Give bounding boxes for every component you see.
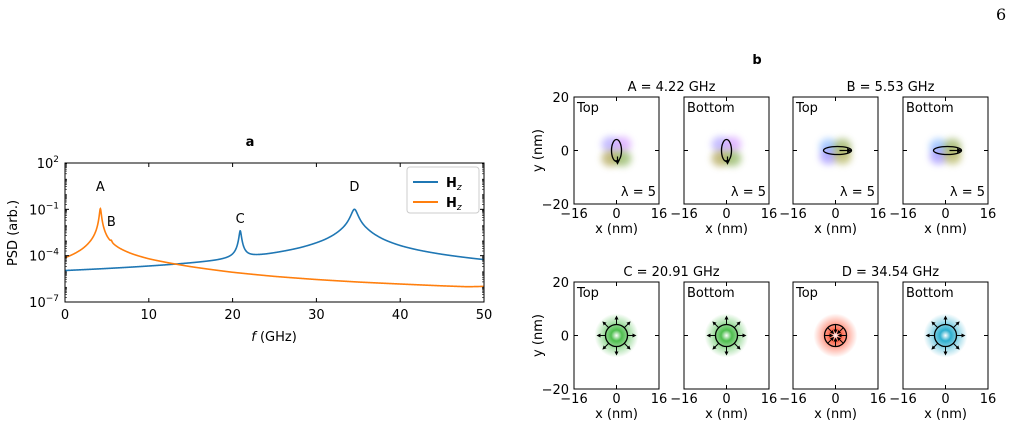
mode-map-3: Top λ = 5 −16 0 16 x (nm) — [779, 96, 887, 237]
x-tick-label: 40 — [392, 308, 409, 323]
x-tick-label: 0 — [831, 207, 839, 222]
peak-label-b: B — [107, 215, 116, 230]
mode-title: C = 20.91 GHz — [623, 265, 719, 280]
panel-a-label: a — [246, 135, 255, 150]
lambda-label: λ = 5 — [621, 185, 656, 200]
mode-map-4: Bottom λ = 5 −16 0 16 x (nm) — [889, 96, 997, 237]
x-tick-label: 30 — [308, 308, 325, 323]
x-axis-label: x (nm) — [705, 407, 748, 422]
x-tick-label: 0 — [612, 392, 620, 407]
y-tick-label: 10−1 — [29, 201, 59, 218]
x-tick-label: −16 — [889, 207, 916, 222]
y-tick-label: 0 — [561, 330, 569, 345]
series-line-2 — [64, 207, 484, 288]
x-axis-label: x (nm) — [924, 407, 967, 422]
x-tick-label: 16 — [870, 392, 887, 407]
x-axis-label: x (nm) — [705, 222, 748, 237]
peak-label-d: D — [349, 180, 359, 195]
x-tick-label: 0 — [722, 207, 730, 222]
x-tick-label: 20 — [224, 308, 241, 323]
x-tick-label: 16 — [761, 392, 778, 407]
x-axis-label: x (nm) — [814, 407, 857, 422]
x-tick-label: 0 — [61, 308, 69, 323]
map-layer-label: Top — [576, 101, 599, 116]
x-tick-label: −16 — [560, 207, 587, 222]
mode-map-6: Bottom −16 0 16 x (nm) — [670, 281, 778, 422]
y-tick-label: 0 — [561, 145, 569, 160]
x-tick-label: 10 — [141, 308, 158, 323]
x-tick-label: −16 — [670, 207, 697, 222]
mode-map-8: Bottom −16 0 16 x (nm) — [889, 281, 997, 422]
y-tick-label: 102 — [37, 155, 59, 172]
y-tick-label: 20 — [552, 91, 569, 106]
mode-map-1: Top λ = 5 −16 0 16 x (nm) 20 0 −20 y (nm) — [531, 91, 667, 237]
x-axis-label-symbol: f — [251, 330, 258, 345]
legend-entry: Hz — [446, 176, 462, 193]
x-tick-label: 0 — [722, 392, 730, 407]
spin-wave-modes-panel: b A = 4.22 GHz B = 5.53 GHz C = 20.91 GHz D… — [531, 53, 996, 422]
mode-map-2: Bottom λ = 5 −16 0 16 x (nm) — [670, 96, 778, 237]
lambda-label: λ = 5 — [950, 185, 985, 200]
lambda-label: λ = 5 — [840, 185, 875, 200]
page-number: 6 — [996, 5, 1007, 24]
y-tick-label: −20 — [542, 198, 569, 213]
y-axis-label: PSD (arb.) — [6, 200, 21, 266]
map-layer-label: Top — [795, 101, 818, 116]
mode-title: B = 5.53 GHz — [847, 80, 935, 95]
map-layer-label: Bottom — [906, 101, 954, 116]
x-axis-label: f (GHz) — [251, 330, 297, 345]
mode-title: D = 34.54 GHz — [842, 265, 939, 280]
x-axis-label: x (nm) — [595, 407, 638, 422]
peak-label-a: A — [96, 180, 105, 195]
mode-map-7: Top −16 0 16 x (nm) — [779, 281, 887, 422]
map-layer-label: Bottom — [906, 286, 954, 301]
map-layer-label: Bottom — [687, 286, 735, 301]
legend-box — [406, 166, 480, 214]
x-tick-label: 0 — [941, 207, 949, 222]
map-layer-label: Top — [576, 286, 599, 301]
x-tick-label: 16 — [761, 207, 778, 222]
psd-chart: a PSD (arb.) f (GHz) 0 10 20 30 40 50 102 10−1 1… — [6, 135, 492, 345]
x-axis-label: x (nm) — [924, 222, 967, 237]
map-layer-label: Bottom — [687, 101, 735, 116]
x-tick-label: 16 — [651, 207, 668, 222]
legend: Hz Hz — [406, 166, 480, 214]
lambda-label: λ = 5 — [731, 185, 766, 200]
peak-label-c: C — [236, 212, 245, 227]
x-tick-label: 50 — [476, 308, 493, 323]
x-tick-label: 16 — [980, 207, 997, 222]
x-tick-label: 0 — [612, 207, 620, 222]
x-tick-label: 16 — [870, 207, 887, 222]
plot-frame — [64, 162, 485, 303]
x-tick-label: −16 — [889, 392, 916, 407]
y-tick-label: 10−7 — [29, 294, 59, 311]
x-tick-label: −16 — [670, 392, 697, 407]
x-tick-label: −16 — [779, 207, 806, 222]
x-tick-label: 0 — [831, 392, 839, 407]
y-axis-label: y (nm) — [531, 314, 546, 357]
x-tick-label: 16 — [651, 392, 668, 407]
y-tick-label: 20 — [552, 276, 569, 291]
panel-b-label: b — [752, 53, 761, 68]
y-axis-label: y (nm) — [531, 129, 546, 172]
mode-map-5: Top −16 0 16 x (nm) 20 0 −20 y (nm) — [531, 276, 667, 422]
series-line-1 — [64, 208, 485, 272]
mode-title: A = 4.22 GHz — [628, 80, 716, 95]
map-layer-label: Top — [795, 286, 818, 301]
x-tick-label: −16 — [779, 392, 806, 407]
y-tick-label: 10−4 — [29, 248, 59, 265]
x-tick-label: 16 — [980, 392, 997, 407]
x-axis-label-unit: (GHz) — [256, 330, 297, 345]
y-tick-label: −20 — [542, 383, 569, 398]
x-tick-label: 0 — [941, 392, 949, 407]
legend-entry: Hz — [446, 196, 462, 213]
x-tick-label: −16 — [560, 392, 587, 407]
x-axis-label: x (nm) — [595, 222, 638, 237]
x-axis-label: x (nm) — [814, 222, 857, 237]
